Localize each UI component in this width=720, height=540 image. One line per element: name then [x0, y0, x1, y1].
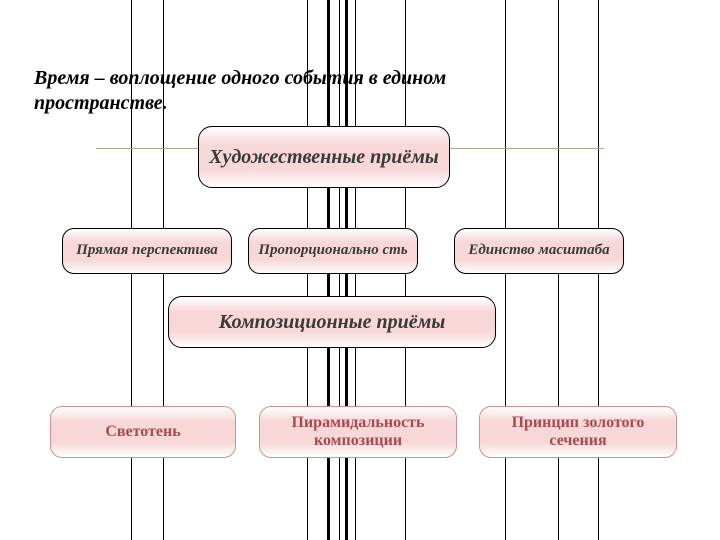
box-row1c-label: Единство масштаба [468, 242, 609, 259]
box-row1a-label: Прямая перспектива [76, 242, 218, 259]
diagram-canvas: Время – воплощение одного события в един… [0, 0, 720, 540]
heading-line2: пространстве. [34, 92, 168, 114]
box-row1b-label: Пропорционально сть [258, 242, 407, 259]
box-row2b-label: Пирамидальность композиции [268, 414, 448, 451]
heading-line1: Время – воплощение одного события в един… [34, 67, 446, 89]
box-title2: Композиционные приёмы [168, 296, 496, 348]
box-row2c: Принцип золотого сечения [479, 406, 677, 458]
box-title1: Художественные приёмы [198, 126, 450, 188]
box-row1a: Прямая перспектива [62, 228, 232, 274]
box-row2a-label: Светотень [105, 423, 180, 441]
box-row2a: Светотень [50, 406, 236, 458]
box-row2b: Пирамидальность композиции [259, 406, 457, 458]
box-title2-label: Композиционные приёмы [219, 311, 445, 334]
box-row1c: Единство масштаба [454, 228, 624, 274]
box-row1b: Пропорционально сть [248, 228, 418, 274]
box-row2c-label: Принцип золотого сечения [488, 414, 668, 451]
box-title1-label: Художественные приёмы [209, 146, 439, 169]
slide-heading: Время – воплощение одного события в един… [34, 66, 594, 116]
